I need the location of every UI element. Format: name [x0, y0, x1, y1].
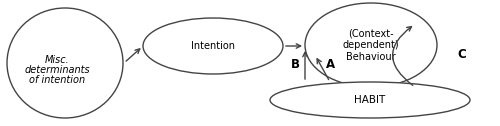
FancyArrowPatch shape [392, 27, 413, 85]
Ellipse shape [270, 82, 470, 118]
Text: dependent): dependent) [342, 40, 400, 50]
Text: A: A [326, 58, 334, 71]
Text: B: B [290, 58, 300, 71]
Ellipse shape [143, 18, 283, 74]
Ellipse shape [305, 3, 437, 87]
Text: Misc.: Misc. [44, 55, 70, 65]
Text: C: C [458, 49, 466, 61]
Text: of intention: of intention [29, 75, 85, 85]
Text: HABIT: HABIT [354, 95, 386, 105]
Text: Behaviour: Behaviour [346, 52, 396, 62]
Text: (Context-: (Context- [348, 29, 394, 39]
Text: determinants: determinants [24, 65, 90, 75]
Ellipse shape [7, 8, 123, 118]
Text: Intention: Intention [191, 41, 235, 51]
